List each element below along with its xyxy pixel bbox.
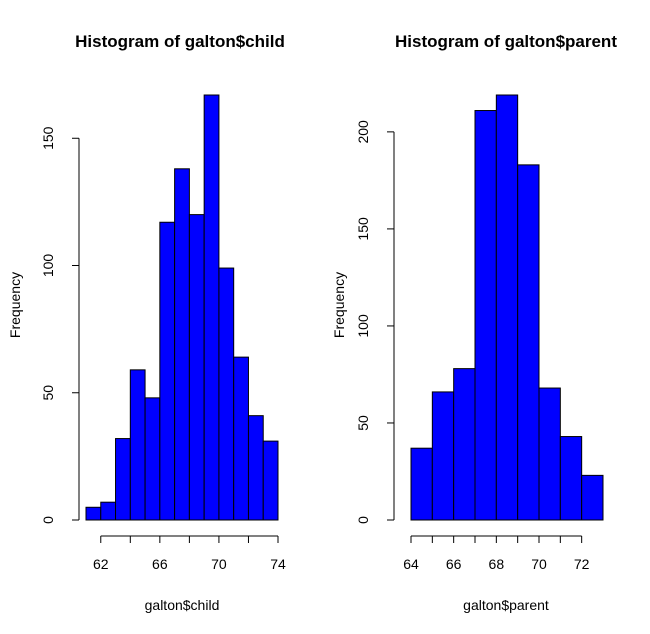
y-axis-label: Frequency xyxy=(331,272,347,338)
bar xyxy=(247,415,264,521)
bar xyxy=(495,94,519,521)
x-axis-label: galton$parent xyxy=(463,597,549,613)
bar xyxy=(431,391,455,521)
bar xyxy=(262,440,279,521)
bar xyxy=(474,110,497,521)
y-tick-label: 50 xyxy=(40,385,56,401)
bar xyxy=(85,506,102,521)
bar xyxy=(410,447,433,521)
y-tick-label: 0 xyxy=(40,516,56,524)
y-tick-label: 0 xyxy=(355,516,371,524)
x-axis: 62 66 70 74 xyxy=(93,535,286,572)
chart-title: Histogram of galton$child xyxy=(75,32,285,51)
histogram-parent-panel: Histogram of galton$parent galton$parent… xyxy=(331,32,617,613)
x-tick-label: 72 xyxy=(574,556,590,572)
x-tick-label: 62 xyxy=(93,556,109,572)
x-tick-label: 70 xyxy=(211,556,227,572)
y-tick-label: 150 xyxy=(355,217,371,241)
bar xyxy=(188,214,205,521)
y-axis-label: Frequency xyxy=(7,272,23,338)
chart-title: Histogram of galton$parent xyxy=(395,32,617,51)
y-tick-label: 200 xyxy=(355,120,371,144)
bar xyxy=(129,369,146,521)
bar xyxy=(517,164,540,521)
x-tick-label: 66 xyxy=(446,556,462,572)
x-tick-label: 70 xyxy=(531,556,547,572)
bar xyxy=(559,436,583,521)
bars-group xyxy=(85,94,279,521)
bar xyxy=(233,356,249,521)
x-tick-label: 64 xyxy=(403,556,419,572)
bar xyxy=(115,438,131,521)
x-axis-label: galton$child xyxy=(145,597,220,613)
x-tick-label: 74 xyxy=(270,556,286,572)
x-axis: 64 66 68 70 72 xyxy=(403,535,590,572)
histogram-child-panel: Histogram of galton$child galton$child F… xyxy=(7,32,286,613)
bar xyxy=(538,387,561,521)
y-axis: 0 50 100 150 200 xyxy=(355,120,395,524)
x-tick-label: 68 xyxy=(489,556,505,572)
bar xyxy=(144,397,161,521)
y-tick-label: 100 xyxy=(40,254,56,278)
x-tick-label: 66 xyxy=(152,556,168,572)
y-axis: 0 50 100 150 xyxy=(40,126,80,524)
bar xyxy=(100,501,117,521)
bars-group xyxy=(410,94,604,521)
bar xyxy=(174,168,190,521)
bar xyxy=(218,267,235,521)
y-tick-label: 150 xyxy=(40,126,56,150)
bar xyxy=(581,474,604,521)
bar xyxy=(453,368,476,521)
y-tick-label: 100 xyxy=(355,314,371,338)
bar xyxy=(203,94,220,521)
y-tick-label: 50 xyxy=(355,415,371,431)
bar xyxy=(159,221,176,521)
